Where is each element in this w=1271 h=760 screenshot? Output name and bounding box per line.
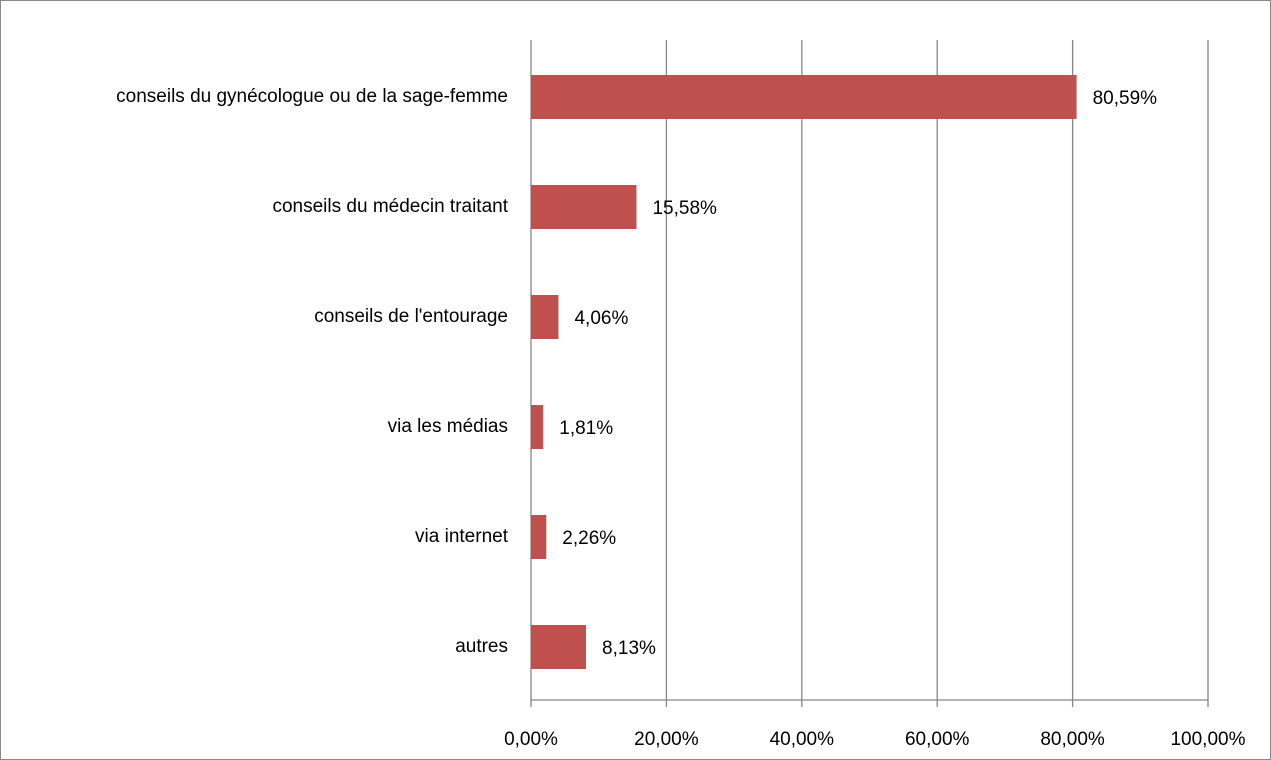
bar <box>531 75 1077 119</box>
data-label: 15,58% <box>652 198 717 219</box>
bar <box>531 185 637 229</box>
data-label: 80,59% <box>1093 88 1158 109</box>
data-label: 2,26% <box>562 528 616 549</box>
x-tick-label: 0,00% <box>504 729 558 750</box>
bar <box>531 625 587 669</box>
y-tick-label: autres <box>455 636 508 657</box>
y-tick-label: via internet <box>415 526 509 547</box>
data-label: 4,06% <box>574 308 628 329</box>
y-tick-label: conseils du gynécologue ou de la sage-fe… <box>116 86 508 107</box>
bar <box>531 515 547 559</box>
data-label: 1,81% <box>559 418 613 439</box>
x-tick-label: 100,00% <box>1170 729 1245 750</box>
data-label: 8,13% <box>602 638 656 659</box>
x-tick-label: 20,00% <box>634 729 699 750</box>
y-tick-label: via les médias <box>388 416 508 437</box>
y-tick-label: conseils du médecin traitant <box>272 196 508 217</box>
bar <box>531 295 559 339</box>
y-tick-label: conseils de l'entourage <box>314 306 508 327</box>
bar <box>531 405 544 449</box>
x-tick-label: 80,00% <box>1040 729 1105 750</box>
x-tick-label: 60,00% <box>905 729 970 750</box>
x-tick-label: 40,00% <box>770 729 835 750</box>
